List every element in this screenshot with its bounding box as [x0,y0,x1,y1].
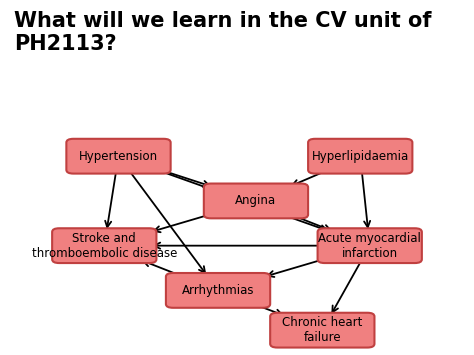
FancyBboxPatch shape [166,273,270,308]
Text: Arrhythmias: Arrhythmias [182,284,254,297]
Text: Acute myocardial
infarction: Acute myocardial infarction [318,232,421,260]
Text: Chronic heart
failure: Chronic heart failure [282,316,363,344]
Text: Hyperlipidaemia: Hyperlipidaemia [311,150,409,163]
FancyBboxPatch shape [270,313,374,348]
Text: What will we learn in the CV unit of
PH2113?: What will we learn in the CV unit of PH2… [14,11,432,54]
Text: Stroke and
thromboembolic disease: Stroke and thromboembolic disease [32,232,177,260]
Text: Hypertension: Hypertension [79,150,158,163]
Text: Angina: Angina [236,195,276,207]
FancyBboxPatch shape [204,184,308,218]
FancyBboxPatch shape [66,139,171,174]
FancyBboxPatch shape [308,139,412,174]
FancyBboxPatch shape [52,228,156,263]
FancyBboxPatch shape [318,228,422,263]
